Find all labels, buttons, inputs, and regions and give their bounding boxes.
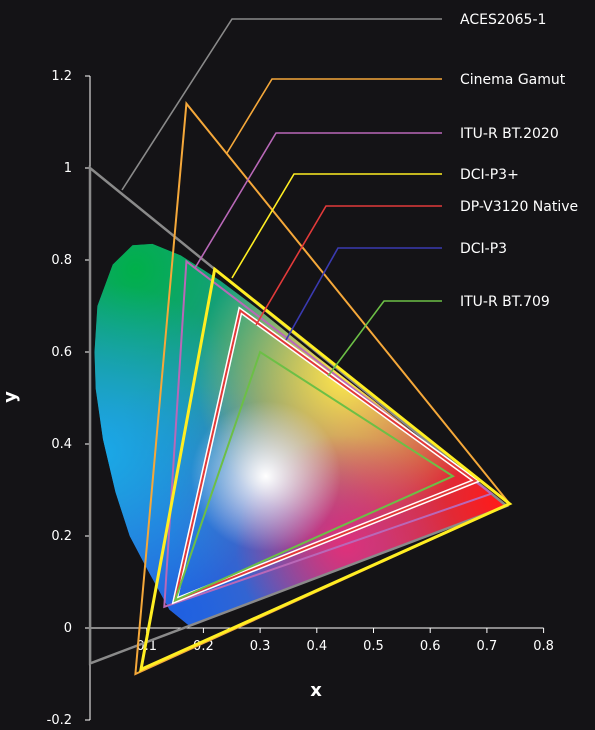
leader-itu-r-bt-2020 (194, 132, 442, 269)
x-tick-label: 0.8 (533, 639, 554, 654)
legend-label-dci-p3: DCI-P3 (460, 241, 507, 257)
legend-label-dp-v3120-native: DP-V3120 Native (460, 199, 578, 215)
x-tick-label: 0.6 (420, 639, 441, 654)
gamut-dci-p3 (139, 266, 513, 672)
gamut-itu-r-bt-2020 (163, 259, 494, 609)
x-tick-label: 0.7 (477, 639, 498, 654)
gamut-triangles (88, 101, 513, 676)
x-tick-label: 0.5 (363, 639, 384, 654)
leader-dp-v3120-native (255, 205, 442, 326)
legend-label-aces2065-1: ACES2065-1 (460, 12, 546, 28)
x-tick-label: 0.4 (306, 639, 327, 654)
legend-label-itu-r-bt-709: ITU-R BT.709 (460, 294, 550, 310)
y-tick-label: 0.2 (51, 529, 72, 544)
y-axis-title: y (0, 391, 21, 403)
y-tick-label: 0.6 (51, 345, 72, 360)
x-axis-title: x (310, 680, 322, 701)
y-tick-label: 1 (64, 161, 72, 176)
leader-itu-r-bt-709 (327, 300, 442, 377)
y-tick-label: 0.4 (51, 437, 72, 452)
leader-dci-p3 (285, 247, 442, 341)
leader-cinema-gamut (226, 78, 442, 154)
legend-leaders (121, 18, 442, 377)
y-tick-label: 0 (64, 621, 72, 636)
x-tick-label: 0.3 (250, 639, 271, 654)
y-tick-label: 0.8 (51, 253, 72, 268)
leader-dci-p3 (231, 173, 442, 279)
leader-aces2065-1 (121, 18, 442, 191)
y-tick-label: 1.2 (51, 69, 72, 84)
legend-label-itu-r-bt-2020: ITU-R BT.2020 (460, 126, 559, 142)
gamut-dp-v3120-native (173, 308, 478, 603)
gamut-itu-r-bt-709 (173, 350, 455, 603)
legend-label-dci-p3: DCI-P3+ (460, 167, 519, 183)
legend: ACES2065-1 Cinema Gamut ITU-R BT.2020 DCI-P… (460, 12, 578, 310)
legend-label-cinema-gamut: Cinema Gamut (460, 72, 566, 88)
y-tick-label: -0.2 (47, 713, 72, 728)
